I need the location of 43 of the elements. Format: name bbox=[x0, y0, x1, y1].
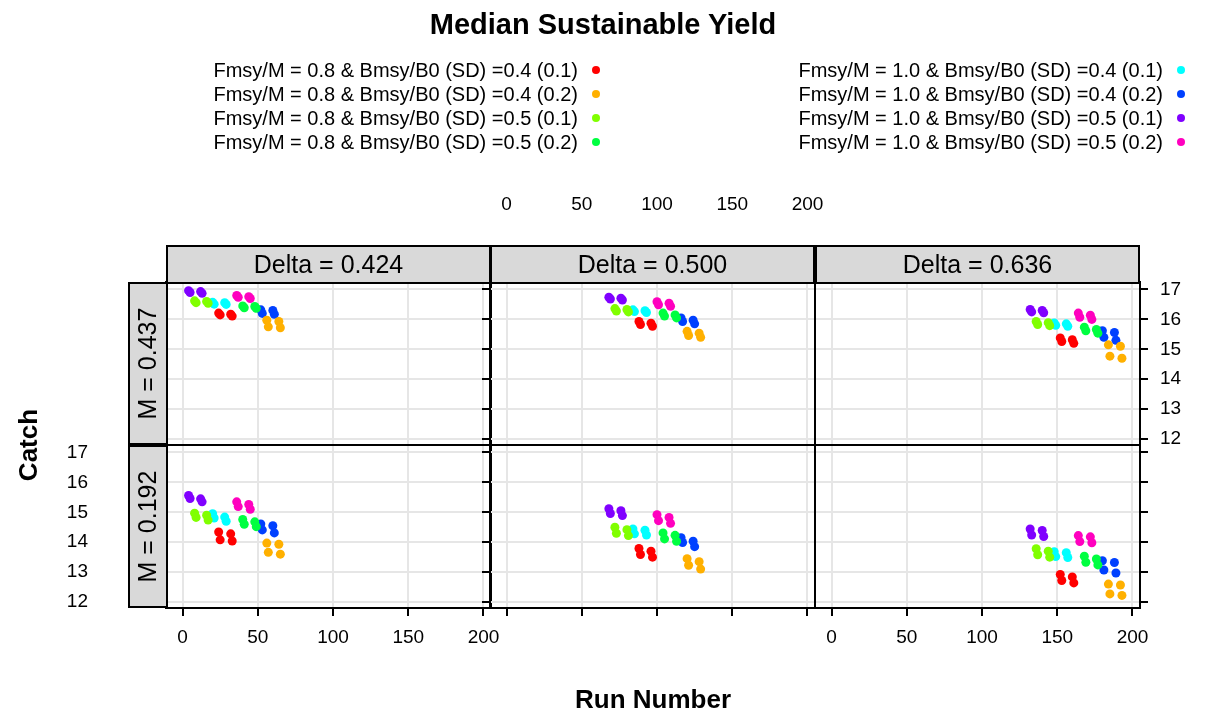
legend-label: Fmsy/M = 0.8 & Bmsy/B0 (SD) =0.5 (0.1) bbox=[213, 106, 578, 130]
panel-header: Delta = 0.500 bbox=[490, 245, 815, 284]
x-tick-label: 50 bbox=[896, 625, 918, 647]
y-tick-label: 14 bbox=[1160, 367, 1182, 389]
legend-label: Fmsy/M = 1.0 & Bmsy/B0 (SD) =0.4 (0.1) bbox=[798, 58, 1163, 82]
x-tick-label: 50 bbox=[247, 625, 269, 647]
x-tick-label: 200 bbox=[467, 625, 500, 647]
y-tick-label: 12 bbox=[66, 590, 88, 612]
y-tick-label: 15 bbox=[1160, 337, 1182, 359]
x-tick-label: 50 bbox=[571, 192, 593, 214]
panel-header: Delta = 0.424 bbox=[166, 245, 491, 284]
legend-label: Fmsy/M = 1.0 & Bmsy/B0 (SD) =0.5 (0.1) bbox=[798, 106, 1163, 130]
panel-header: M = 0.192 bbox=[128, 445, 168, 608]
x-tick-label: 0 bbox=[501, 192, 512, 214]
x-tick-label: 150 bbox=[392, 625, 425, 647]
y-tick-label: 16 bbox=[1160, 307, 1182, 329]
x-tick-label: 150 bbox=[1041, 625, 1074, 647]
x-tick-label: 200 bbox=[791, 192, 824, 214]
y-tick-label: 14 bbox=[66, 530, 89, 552]
y-axis-title: Catch bbox=[12, 408, 44, 482]
y-tick-label: 16 bbox=[66, 470, 88, 492]
x-tick-label: 0 bbox=[826, 625, 837, 647]
y-tick-label: 17 bbox=[1160, 277, 1182, 299]
legend-label: Fmsy/M = 0.8 & Bmsy/B0 (SD) =0.4 (0.1) bbox=[213, 58, 578, 82]
x-tick-label: 100 bbox=[641, 192, 673, 214]
y-tick-label: 13 bbox=[66, 560, 88, 582]
legend-label: Fmsy/M = 0.8 & Bmsy/B0 (SD) =0.5 (0.2) bbox=[213, 130, 578, 154]
x-tick-label: 100 bbox=[317, 625, 349, 647]
panel-header: Delta = 0.636 bbox=[815, 245, 1140, 284]
x-tick-label: 0 bbox=[177, 625, 188, 647]
y-tick-label: 13 bbox=[1160, 397, 1182, 419]
chart-title: Median Sustainable Yield bbox=[428, 8, 778, 41]
x-tick-label: 150 bbox=[716, 192, 749, 214]
legend-label: Fmsy/M = 1.0 & Bmsy/B0 (SD) =0.5 (0.2) bbox=[798, 130, 1163, 154]
x-tick-label: 200 bbox=[1116, 625, 1149, 647]
y-tick-label: 12 bbox=[1160, 427, 1182, 449]
legend-label: Fmsy/M = 1.0 & Bmsy/B0 (SD) =0.4 (0.2) bbox=[798, 82, 1163, 106]
panel-header: M = 0.437 bbox=[128, 282, 168, 445]
y-tick-label: 17 bbox=[66, 440, 88, 462]
x-axis-title: Run Number bbox=[574, 684, 732, 715]
x-tick-label: 100 bbox=[966, 625, 998, 647]
legend-label: Fmsy/M = 0.8 & Bmsy/B0 (SD) =0.4 (0.2) bbox=[213, 82, 578, 106]
y-tick-label: 15 bbox=[66, 500, 88, 522]
